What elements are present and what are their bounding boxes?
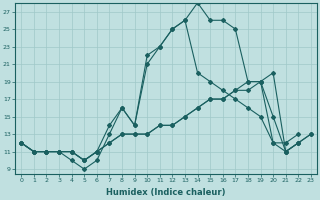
X-axis label: Humidex (Indice chaleur): Humidex (Indice chaleur) bbox=[106, 188, 226, 197]
